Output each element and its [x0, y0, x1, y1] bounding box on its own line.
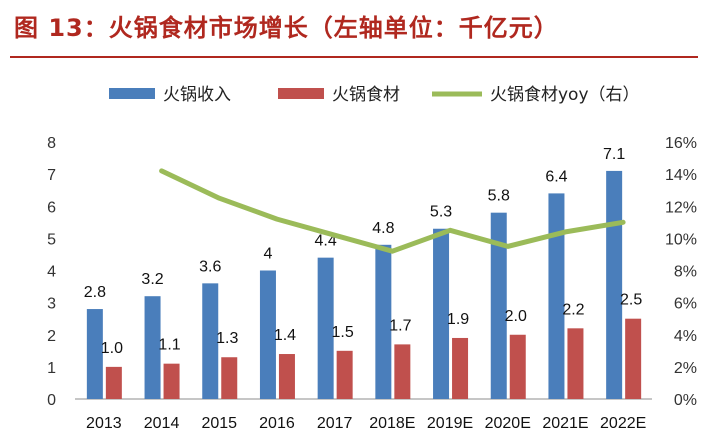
bar-data-label: 1.9 — [447, 311, 469, 328]
y-right-tick-label: 4% — [674, 328, 697, 345]
x-tick-label: 2017 — [317, 415, 353, 432]
bar-data-label: 1.3 — [216, 330, 238, 347]
y-left-tick-label: 5 — [47, 231, 56, 248]
y-left-tick-label: 2 — [47, 328, 56, 345]
bar-data-label: 1.0 — [101, 340, 123, 357]
bar-data-label: 6.4 — [545, 168, 567, 185]
bar-data-label: 2.0 — [505, 308, 527, 325]
y-right-tick-label: 2% — [674, 360, 697, 377]
bar-huoguo-revenue — [202, 283, 219, 399]
bar-huoguo-revenue — [259, 270, 276, 399]
bar-huoguo-ingredients — [163, 363, 180, 399]
x-tick-label: 2016 — [259, 415, 295, 432]
bar-data-label: 3.6 — [199, 258, 221, 275]
y-right-tick-label: 12% — [665, 199, 697, 216]
y-left-tick-label: 7 — [47, 167, 56, 184]
bar-data-label: 1.7 — [389, 317, 411, 334]
bar-huoguo-ingredients — [452, 337, 469, 399]
bar-huoguo-revenue — [490, 212, 507, 399]
y-left-tick-label: 8 — [47, 135, 56, 152]
bar-data-label: 4.4 — [315, 233, 337, 250]
bar-huoguo-ingredients — [394, 344, 411, 399]
bar-data-label: 4.8 — [372, 220, 394, 237]
bar-huoguo-revenue — [144, 296, 161, 399]
title-underline — [10, 56, 698, 58]
bar-huoguo-ingredients — [278, 354, 295, 399]
legend-label: 火锅食材 — [332, 85, 400, 105]
bar-data-label: 1.1 — [158, 337, 180, 354]
y-left-tick-label: 1 — [47, 360, 56, 377]
bar-data-label: 5.3 — [430, 204, 452, 221]
bar-huoguo-ingredients — [105, 366, 122, 399]
y-right-tick-label: 14% — [665, 167, 697, 184]
bar-data-label: 4 — [263, 246, 272, 263]
x-tick-label: 2014 — [144, 415, 180, 432]
bar-data-label: 1.5 — [332, 324, 354, 341]
legend-swatch — [278, 88, 324, 99]
y-right-tick-label: 16% — [665, 135, 697, 152]
x-tick-label: 2021E — [542, 415, 588, 432]
y-right-tick-label: 0% — [674, 392, 697, 409]
bar-huoguo-ingredients — [625, 318, 642, 399]
bar-data-label: 1.4 — [274, 327, 296, 344]
x-tick-label: 2015 — [201, 415, 237, 432]
bar-huoguo-ingredients — [336, 350, 353, 399]
y-right-tick-label: 8% — [674, 264, 697, 281]
bar-data-label: 3.2 — [141, 271, 163, 288]
yoy-line — [159, 168, 626, 254]
y-left-tick-label: 0 — [47, 392, 56, 409]
bar-data-label: 2.5 — [620, 292, 642, 309]
x-tick-label: 2013 — [86, 415, 122, 432]
bar-data-label: 2.8 — [84, 284, 106, 301]
legend-label: 火锅食材yoy（右） — [490, 85, 640, 105]
bar-data-label: 2.2 — [562, 301, 584, 318]
legend-label: 火锅收入 — [163, 85, 231, 105]
y-right-tick-label: 6% — [674, 296, 697, 313]
y-right-tick-label: 10% — [665, 231, 697, 248]
bar-huoguo-revenue — [548, 193, 565, 399]
x-tick-label: 2020E — [485, 415, 531, 432]
bar-data-label: 7.1 — [603, 146, 625, 163]
bar-huoguo-revenue — [317, 257, 334, 399]
bar-data-label: 5.8 — [488, 188, 510, 205]
y-left-tick-label: 3 — [47, 296, 56, 313]
bar-huoguo-revenue — [433, 228, 450, 399]
x-tick-label: 2019E — [427, 415, 473, 432]
bar-huoguo-revenue — [375, 244, 392, 399]
x-tick-label: 2018E — [369, 415, 415, 432]
bar-huoguo-ingredients — [509, 334, 526, 399]
chart-title: 图 13：火锅食材市场增长（左轴单位：千亿元） — [14, 14, 559, 42]
bar-huoguo-ingredients — [567, 328, 584, 399]
x-tick-label: 2022E — [600, 415, 646, 432]
legend-swatch — [109, 88, 155, 99]
y-left-tick-label: 6 — [47, 199, 56, 216]
bar-huoguo-ingredients — [221, 357, 238, 399]
bar-huoguo-revenue — [86, 309, 103, 399]
bar-huoguo-revenue — [606, 170, 623, 399]
y-left-tick-label: 4 — [47, 264, 56, 281]
